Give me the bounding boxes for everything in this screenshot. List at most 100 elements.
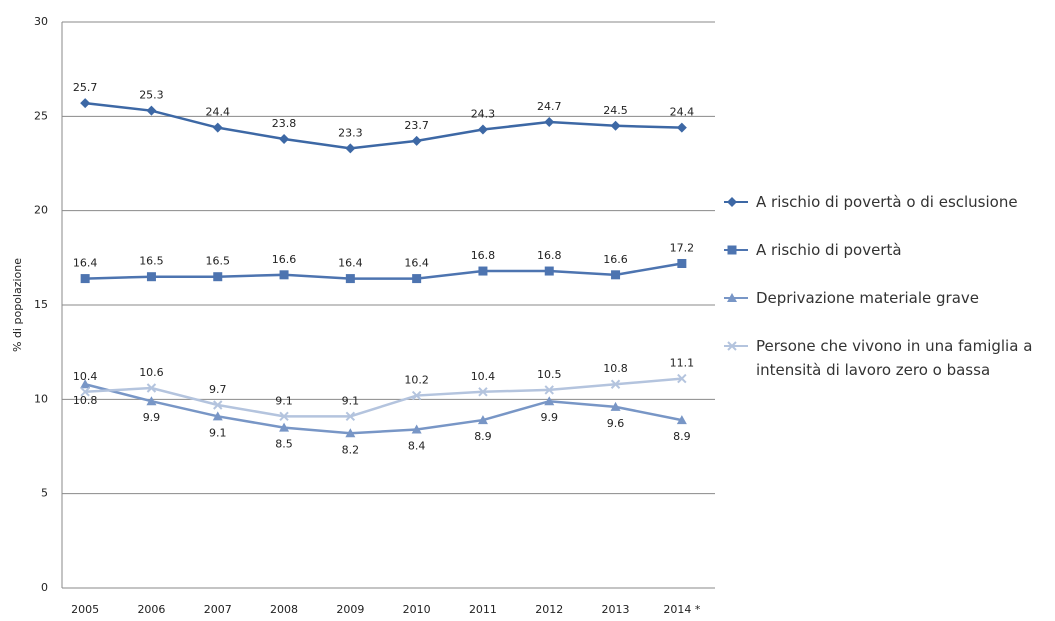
marker [610, 120, 621, 131]
legend-swatch [724, 341, 748, 351]
legend-label: Persone che vivono in una famiglia a int… [756, 337, 1033, 379]
data-label: 10.5 [537, 368, 562, 381]
marker [80, 379, 91, 389]
series-line [85, 101, 682, 150]
y-tick-label: 25 [34, 109, 48, 122]
marker [345, 411, 356, 422]
marker [544, 396, 555, 406]
data-label: 23.3 [338, 126, 363, 139]
legend-marker [727, 197, 737, 207]
data-label: 23.7 [404, 119, 429, 132]
marker [279, 133, 290, 144]
data-label: 9.6 [607, 417, 625, 430]
marker [544, 385, 554, 395]
x-tick-label: 2012 [535, 603, 563, 616]
marker [478, 387, 488, 397]
marker [80, 387, 90, 397]
marker [411, 390, 422, 401]
data-label: 24.7 [537, 100, 562, 113]
data-label: 16.5 [206, 255, 231, 268]
legend-item: Persone che vivono in una famiglia a int… [722, 334, 1042, 382]
y-axis-title: % di popolazione [11, 258, 24, 352]
data-label: 16.4 [73, 257, 98, 270]
legend-label: A rischio di povertà o di esclusione [756, 193, 1018, 211]
marker [279, 270, 289, 280]
data-label: 24.4 [670, 106, 695, 119]
data-label: 24.4 [206, 106, 231, 119]
marker [146, 272, 156, 282]
data-label: 16.6 [272, 253, 297, 266]
data-label: 8.2 [342, 443, 360, 456]
marker [146, 383, 157, 393]
series-line [85, 377, 682, 418]
data-label: 8.9 [474, 430, 492, 443]
data-label: 10.2 [404, 374, 429, 387]
data-label: 16.8 [471, 249, 496, 262]
marker [146, 105, 157, 116]
marker [212, 411, 223, 421]
x-tick-label: 2013 [602, 603, 630, 616]
legend-label: A rischio di povertà [756, 241, 902, 259]
data-label: 16.6 [603, 253, 628, 266]
x-tick-label: 2005 [71, 603, 99, 616]
marker [544, 116, 555, 127]
marker [412, 274, 422, 284]
marker [677, 373, 687, 384]
data-label: 8.4 [408, 440, 426, 453]
data-label: 24.3 [471, 108, 496, 121]
marker [279, 422, 290, 432]
legend-item: A rischio di povertà o di esclusione [722, 190, 1042, 214]
y-tick-label: 30 [34, 15, 48, 28]
x-tick-label: 2006 [137, 603, 165, 616]
legend-swatch [724, 245, 748, 255]
data-label: 17.2 [670, 241, 695, 254]
data-label: 10.4 [73, 370, 98, 383]
x-tick-label: 2011 [469, 603, 497, 616]
marker [677, 258, 687, 268]
y-tick-label: 10 [34, 392, 48, 405]
marker [610, 401, 621, 411]
y-tick-label: 20 [34, 204, 48, 217]
data-label: 23.8 [272, 117, 297, 130]
data-label: 16.4 [338, 257, 363, 270]
marker [212, 122, 223, 133]
data-label: 10.8 [73, 394, 98, 407]
data-label: 16.8 [537, 249, 562, 262]
data-label: 16.4 [404, 257, 429, 270]
marker [611, 270, 621, 280]
legend-item: Deprivazione materiale grave [722, 286, 1042, 310]
legend-marker [727, 341, 737, 351]
x-tick-label: 2007 [204, 603, 232, 616]
marker [676, 415, 687, 425]
x-tick-label: 2008 [270, 603, 298, 616]
data-label: 9.1 [209, 426, 227, 439]
marker [80, 274, 90, 284]
data-label: 25.3 [139, 89, 164, 102]
marker [544, 266, 554, 276]
marker [477, 415, 488, 425]
marker [345, 143, 356, 154]
marker [279, 411, 289, 422]
legend-swatch [724, 293, 748, 302]
marker [610, 379, 621, 389]
marker [676, 122, 687, 133]
legend-item: A rischio di povertà [722, 238, 1042, 262]
marker [80, 98, 91, 109]
marker [146, 396, 157, 406]
data-label: 8.5 [275, 438, 293, 451]
marker [345, 274, 355, 284]
data-label: 25.7 [73, 81, 98, 94]
legend-marker [727, 245, 737, 255]
legend-label: Deprivazione materiale grave [756, 289, 980, 307]
data-label: 11.1 [670, 357, 695, 370]
series-line [85, 262, 683, 280]
data-label: 24.5 [603, 104, 628, 117]
data-label: 9.7 [209, 383, 227, 396]
series-line [84, 383, 683, 435]
marker [411, 135, 422, 146]
legend-marker [727, 293, 737, 302]
data-label: 10.8 [603, 362, 628, 375]
y-tick-label: 15 [34, 298, 48, 311]
data-label: 9.9 [143, 411, 161, 424]
